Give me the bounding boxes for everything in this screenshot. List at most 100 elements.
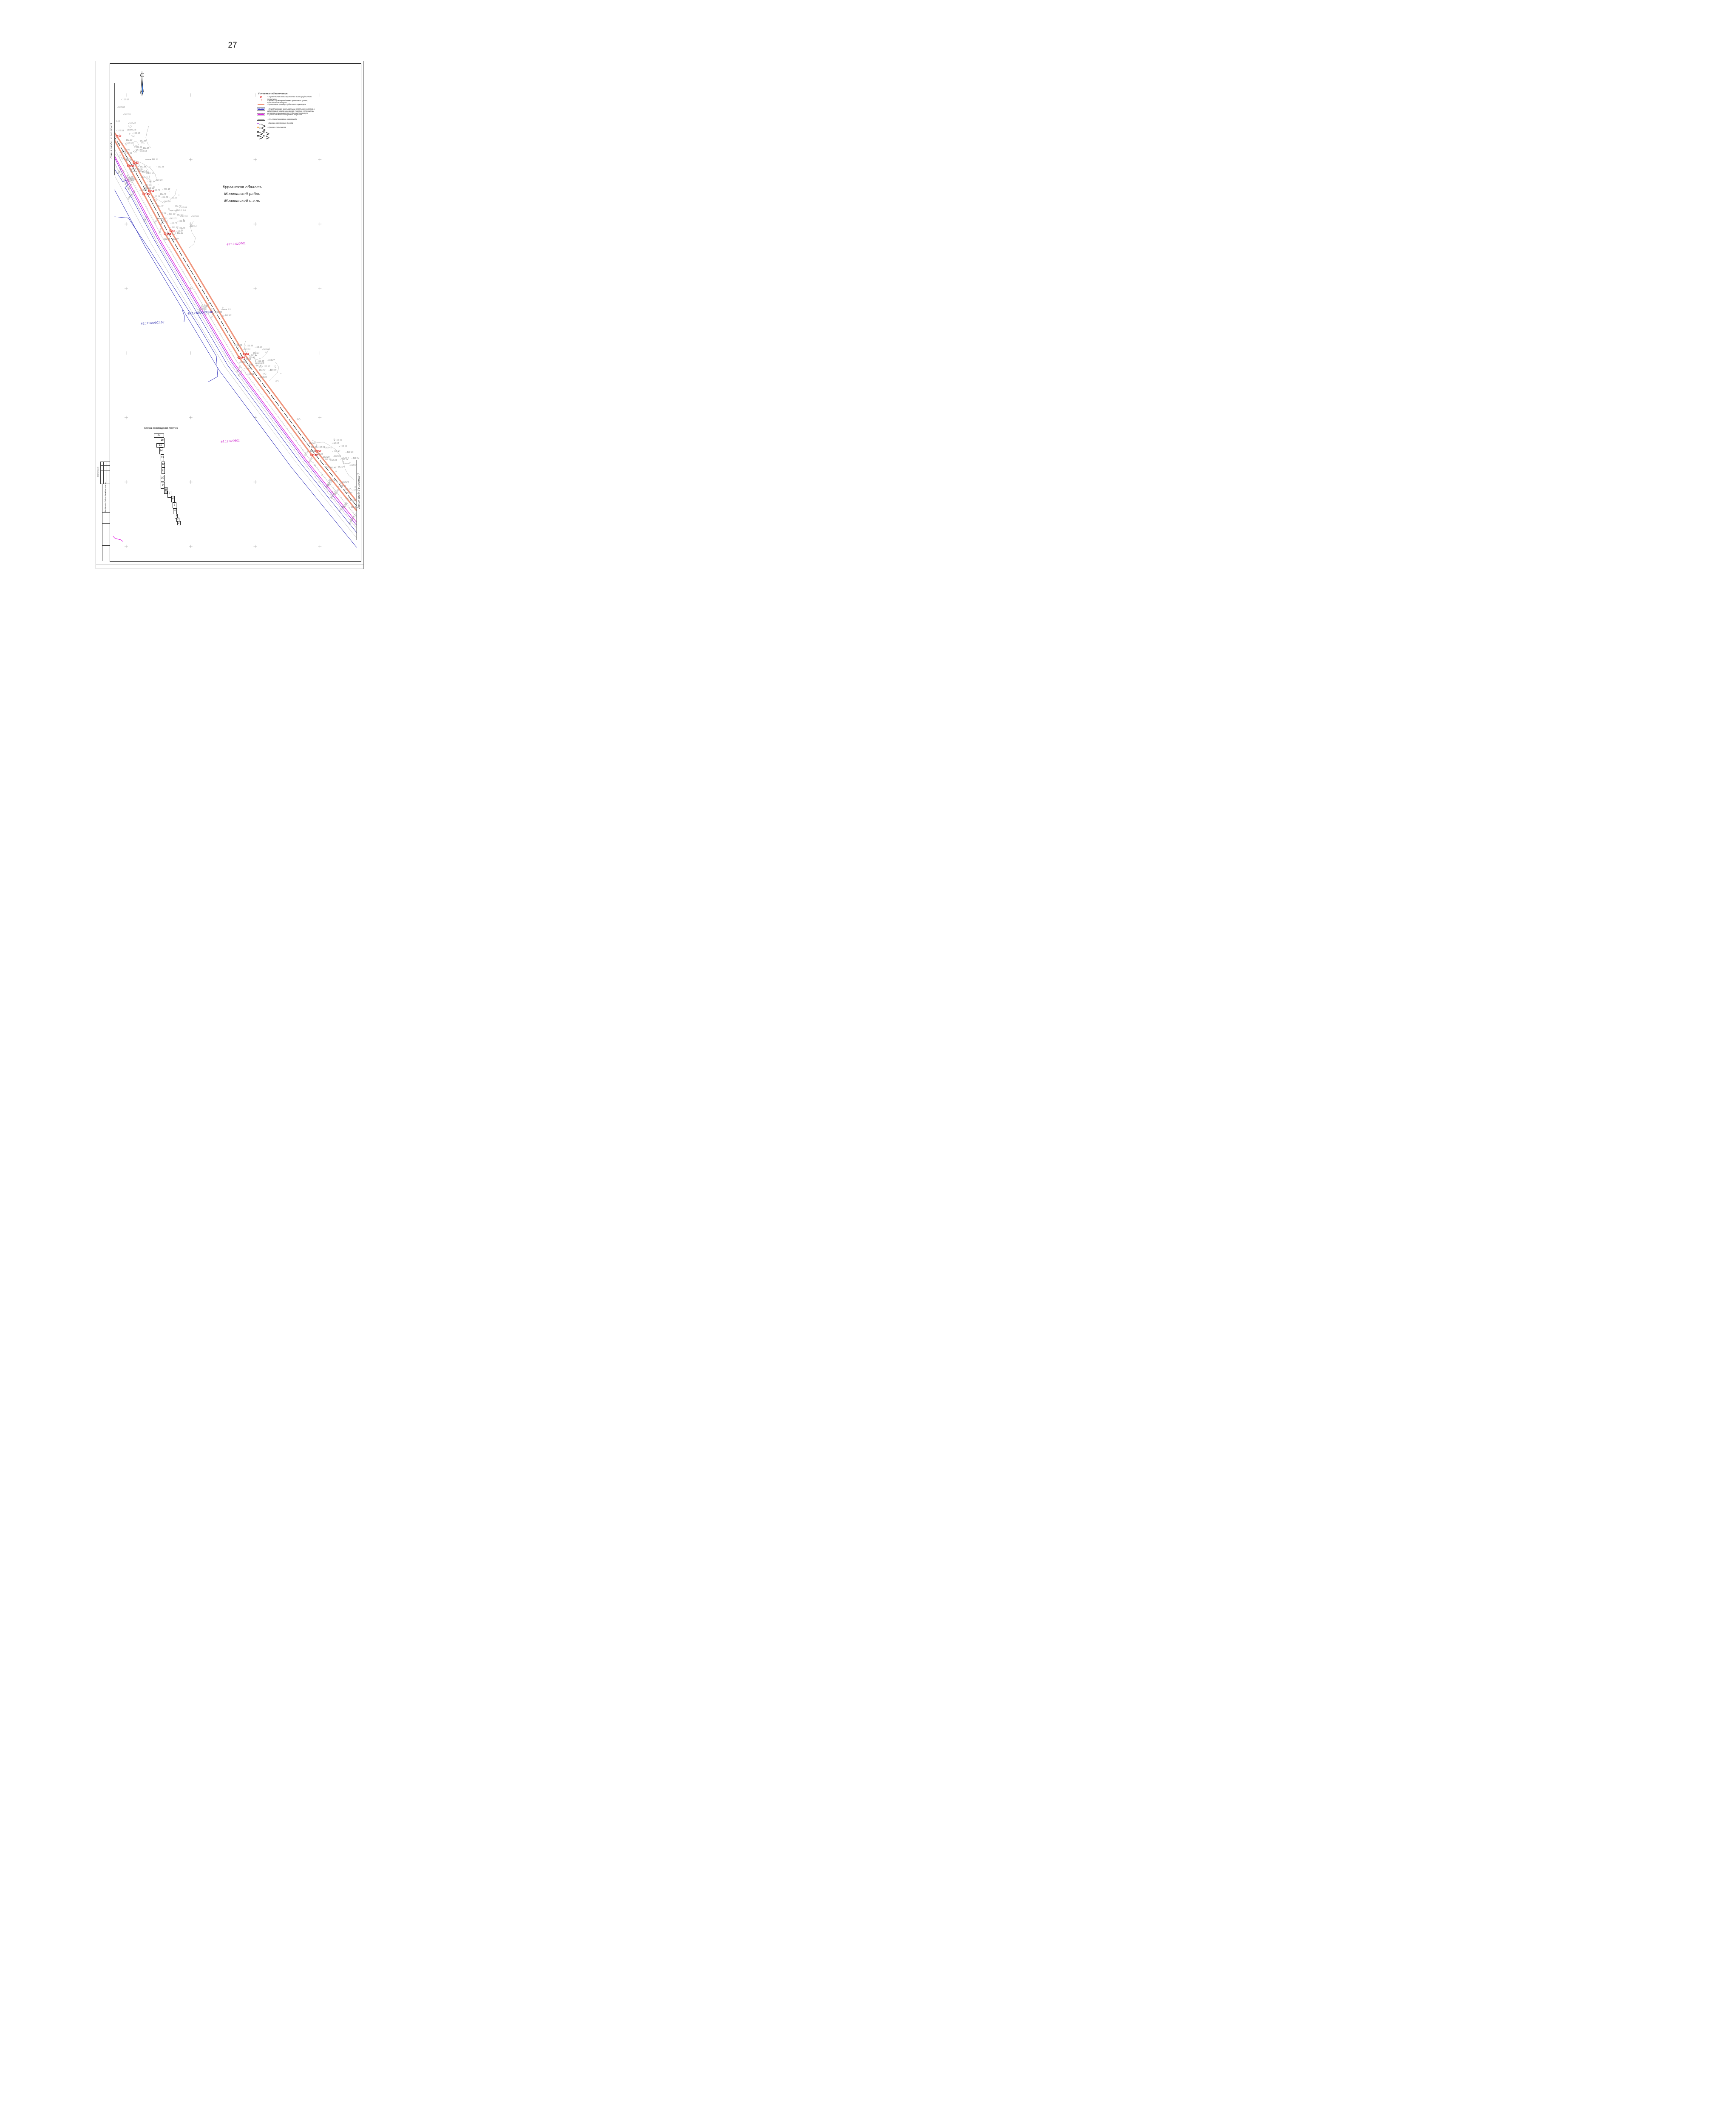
elevation-label: 162.55	[350, 464, 357, 467]
parcel-boundary-1	[114, 169, 357, 533]
servitude-point	[315, 450, 318, 453]
legend-item-text: – Граница населенного пункта	[267, 122, 293, 125]
north-arrow-icon: С	[140, 71, 144, 96]
elevation-label: 163.40	[247, 364, 253, 366]
elevation-label: 161.68	[140, 150, 147, 153]
elevation-label: 164.15	[143, 216, 149, 223]
elevation-label: 163.43	[259, 369, 266, 371]
scheme-sheet-3: 3	[175, 513, 178, 518]
legend-blue-line-icon: 45:12:030101:315	[257, 107, 266, 111]
vegetation-label: береза 16/0.3 2.0	[169, 210, 186, 212]
elevation-label: 163.52	[255, 346, 262, 348]
servitude-point	[133, 161, 136, 164]
elevation-label: 162.25	[310, 450, 317, 453]
elevation-label: 162.45	[330, 467, 337, 469]
elevation-label: 161.46	[160, 193, 167, 196]
elevation-label: 163.27	[268, 359, 275, 362]
servitude-point-number: 193	[241, 357, 245, 360]
elevation-label: 161.87	[176, 230, 183, 232]
elevation-label: 161.79	[157, 205, 164, 207]
elevation-label: 163.45	[249, 357, 255, 359]
elevation-label: 161.61	[152, 159, 159, 161]
sheet-outer-frame	[96, 61, 364, 569]
elevation-label: 162.70	[335, 439, 342, 442]
elevation-label: 161.86	[140, 166, 147, 168]
vegetation-label: ивняк 2.5	[255, 362, 264, 365]
elevation-label: 162.40	[130, 164, 137, 166]
slope-line-2	[114, 163, 357, 529]
elevation-label: 161.56	[158, 166, 165, 168]
elevation-labels: 161.82 161.68 161.55 1.91 161.42 161.58 161.52…	[115, 99, 360, 525]
legend-black-line-icon	[257, 117, 266, 121]
scheme-sheet-7: 7	[167, 491, 171, 498]
elevation-label: 162.06	[123, 149, 130, 151]
elevation-label: 163.53	[244, 358, 251, 361]
vegetation-label: ивняк 2.5	[127, 129, 136, 131]
elevation-label: 161.82	[122, 99, 129, 101]
servitude-point	[238, 356, 241, 359]
elevation-label: 163.52	[130, 178, 136, 181]
region-title: Курганская область Мишкинский район Мишк…	[216, 184, 268, 204]
servitude-point-number: 52	[118, 135, 122, 138]
legend-magenta-line-icon: 45:12:030101	[257, 113, 266, 116]
elevation-label: 162.18	[129, 168, 136, 170]
elevation-label: 161.63	[156, 179, 163, 182]
elevation-label: 161.70	[175, 205, 182, 207]
elevation-label: 161.55	[124, 113, 131, 116]
legend-item-text: – Проектные границы публичного сервитута	[267, 103, 306, 106]
elevation-label: 162.07	[172, 238, 179, 241]
elevation-label: 162.21	[340, 485, 346, 488]
elevation-label: 161.84	[149, 181, 156, 183]
page-number: 27	[228, 41, 237, 50]
elevation-label: 162.28	[311, 446, 318, 449]
scheme-sheet-15: 15	[156, 443, 165, 448]
elevation-label: 161.89	[140, 189, 147, 192]
elevation-label: 162.34	[329, 479, 336, 482]
elevation-label: 161.93	[181, 215, 188, 218]
svg-text:С: С	[140, 72, 144, 79]
elevation-label: 162.18	[126, 159, 133, 162]
elevation-label: 161.81	[136, 146, 142, 149]
servitude-point	[243, 353, 246, 356]
elevation-label: 162.39	[318, 446, 325, 449]
scheme-sheet-1: 1	[177, 521, 181, 526]
elevation-label: 162.09	[180, 207, 187, 209]
route-lines	[114, 131, 357, 548]
legend-title: Условные обозначения:	[258, 93, 289, 95]
scheme-sheet-17: 17	[153, 433, 164, 438]
elevation-label: 162.63	[340, 445, 347, 448]
servitude-point-number: 192	[313, 454, 318, 457]
vegetation-label: ивняк 2.5	[221, 309, 231, 311]
elevation-label: 161.76	[116, 143, 123, 145]
servitude-point	[115, 135, 119, 138]
elevation-label: 161.78	[159, 212, 166, 215]
elevation-label: 161.65	[153, 196, 160, 198]
elevation-label: 163.35	[247, 345, 253, 347]
elevation-label: 162.85	[225, 314, 232, 317]
servitude-point-number: 196	[130, 164, 134, 167]
contour-label: 162	[166, 232, 169, 237]
scheme-sheet-12: 12	[161, 461, 165, 468]
kvartal-boundary	[114, 156, 357, 523]
elevation-label: 161.50	[164, 201, 171, 203]
elevation-label: 162.17	[344, 488, 351, 490]
contour-label: 162	[175, 209, 179, 213]
elevation-label: 161.65	[143, 147, 150, 150]
legend-orange-dash-icon: "> ">">	[257, 127, 270, 142]
parcel-arc	[182, 310, 185, 322]
elevation-label: 162.74	[353, 457, 360, 460]
vegetation-label: сосна 2	[343, 462, 351, 465]
elevation-label: 163.33	[260, 376, 267, 379]
elevation-label: 163.38	[247, 373, 254, 376]
scheme-sheet-10: 10	[160, 475, 165, 482]
elevation-label: 163.37	[253, 352, 260, 354]
elevation-label: 161.42	[164, 188, 170, 191]
elevation-label: 163.43	[330, 493, 336, 499]
region-title-district: Мишкинский район	[224, 192, 261, 196]
vegetation-label: ивняк 2.5	[157, 218, 167, 220]
servitude-point	[310, 453, 313, 456]
servitude-point	[148, 190, 151, 193]
elevation-label: 161.58	[140, 140, 147, 142]
parcel-boundary-wedge	[114, 216, 218, 382]
elevation-label: 162.33	[330, 459, 337, 462]
